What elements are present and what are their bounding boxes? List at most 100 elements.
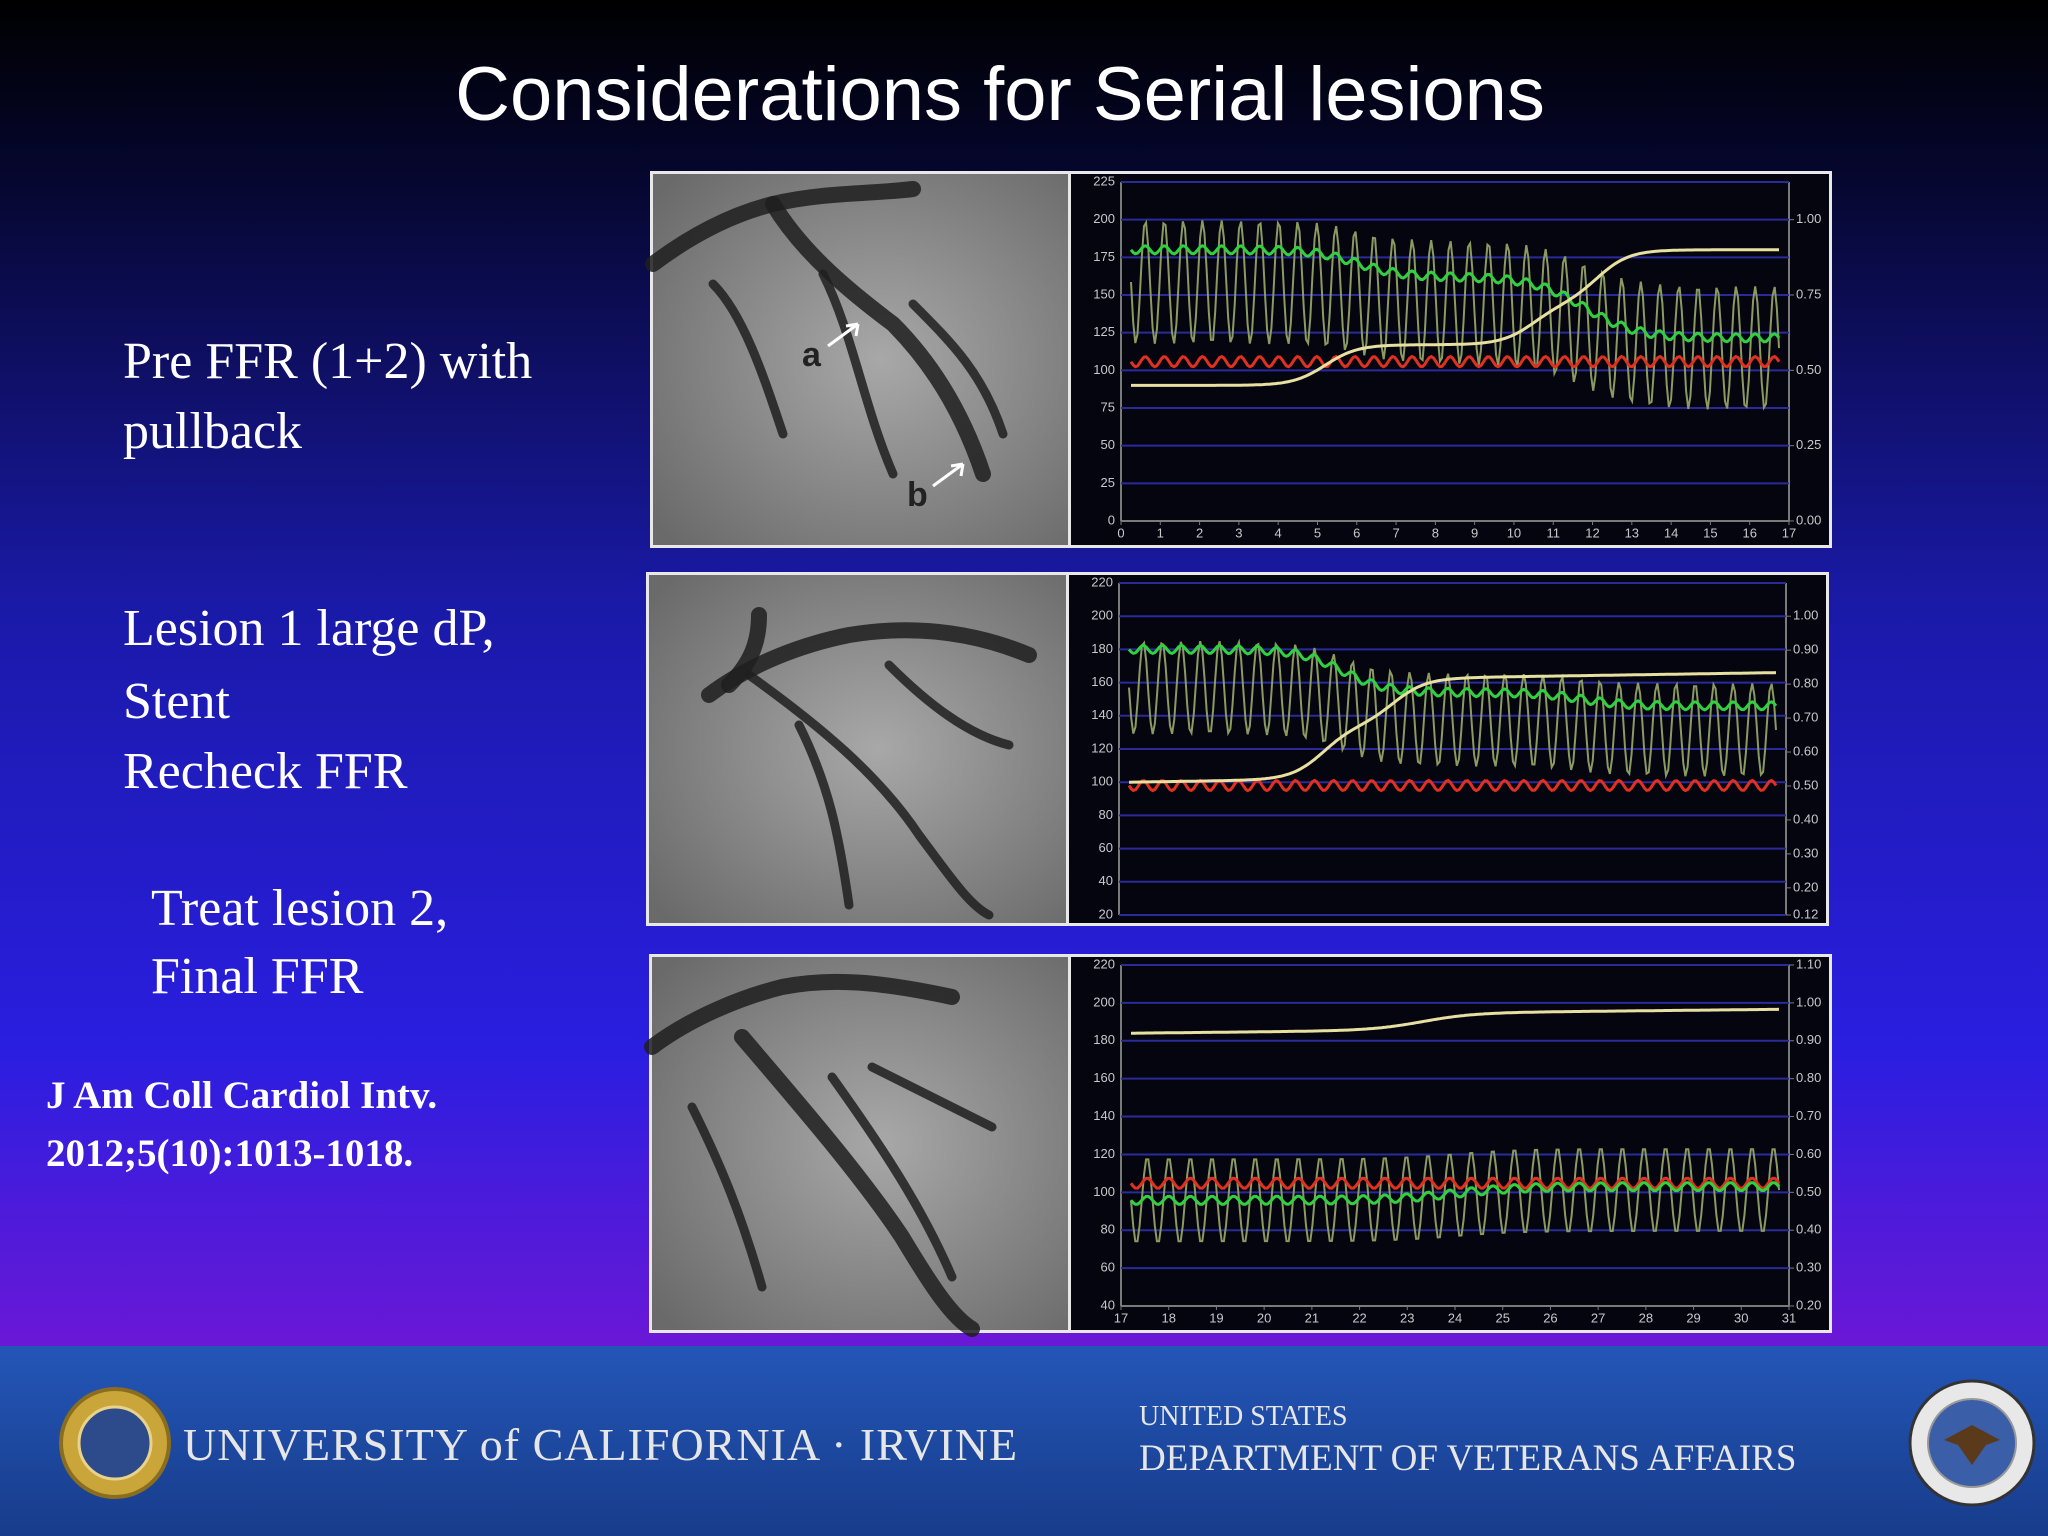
y2-tick-label: 0.90 [1796, 1032, 1821, 1047]
y-tick-label: 200 [1093, 994, 1115, 1009]
y-tick-label: 225 [1093, 173, 1115, 188]
vessel [734, 1029, 980, 1337]
y2-tick-label: 1.00 [1796, 994, 1821, 1009]
y2-tick-label: 0.25 [1796, 437, 1821, 452]
y-tick-label: 0 [1108, 512, 1115, 527]
y-tick-label: 60 [1101, 1260, 1115, 1275]
y-tick-label: 140 [1093, 1108, 1115, 1123]
angiogram [652, 957, 1068, 1330]
footer-band [0, 1346, 2048, 1536]
vessel [827, 1072, 957, 1282]
y-tick-label: 175 [1093, 249, 1115, 264]
trace-distal [1129, 244, 1781, 344]
y-tick-label: 220 [1091, 574, 1113, 589]
angiogram-label: a [802, 336, 822, 374]
trace-phasic [1130, 219, 1780, 411]
y2-tick-label: 0.50 [1793, 777, 1818, 792]
uci-logo: UNIVERSITY of CALIFORNIA · IRVINE [59, 1387, 1018, 1499]
x-tick-label: 16 [1742, 525, 1756, 540]
x-tick-label: 0 [1117, 525, 1124, 540]
y-tick-label: 200 [1093, 211, 1115, 226]
x-tick-label: 5 [1314, 525, 1321, 540]
y-tick-label: 50 [1101, 437, 1115, 452]
vessel [744, 670, 994, 920]
y2-tick-label: 0.30 [1793, 845, 1818, 860]
vessel [721, 607, 767, 693]
x-tick-label: 14 [1664, 525, 1678, 540]
y2-tick-label: 0.20 [1793, 879, 1818, 894]
x-tick-label: 10 [1507, 525, 1521, 540]
y2-tick-label: 0.75 [1796, 286, 1821, 301]
x-tick-label: 31 [1782, 1310, 1796, 1325]
y2-tick-label: 0.30 [1796, 1260, 1821, 1275]
trace-aortic [1129, 1176, 1781, 1190]
trace-ffr [1131, 248, 1779, 387]
x-tick-label: 17 [1782, 525, 1796, 540]
x-tick-label: 18 [1161, 1310, 1175, 1325]
y-tick-label: 25 [1101, 475, 1115, 490]
y2-tick-label: 0.60 [1793, 743, 1818, 758]
step-text: Recheck FFR [123, 743, 408, 800]
y2-tick-label: 0.90 [1793, 642, 1818, 657]
university-name: UNIVERSITY of CALIFORNIA · IRVINE [183, 1419, 1018, 1470]
y-tick-label: 140 [1091, 707, 1113, 722]
slide-title: Considerations for Serial lesions [455, 52, 1545, 137]
figure-panel: ab02550751001251501752002250.000.250.500… [645, 171, 1832, 548]
trace-distal [1129, 1181, 1781, 1206]
vessel [884, 660, 1014, 750]
vessel [644, 973, 960, 1055]
y-tick-label: 40 [1099, 873, 1113, 888]
va-eagle [1944, 1425, 2000, 1465]
x-tick-label: 20 [1257, 1310, 1271, 1325]
vessel [867, 1062, 997, 1132]
y2-tick-label: 0.00 [1796, 512, 1821, 527]
x-tick-label: 4 [1275, 525, 1282, 540]
y2-tick-label: 0.40 [1793, 811, 1818, 826]
uci-seal-inner [77, 1405, 153, 1481]
y-tick-label: 180 [1093, 1032, 1115, 1047]
citation: J Am Coll Cardiol Intv. [46, 1074, 437, 1117]
y-tick-label: 150 [1093, 286, 1115, 301]
y-tick-label: 200 [1091, 608, 1113, 623]
x-tick-label: 3 [1235, 525, 1242, 540]
x-tick-label: 29 [1686, 1310, 1700, 1325]
y2-tick-label: 1.00 [1796, 211, 1821, 226]
angiogram-label: b [907, 476, 928, 514]
y2-tick-label: 0.80 [1796, 1070, 1821, 1085]
trace-ffr [1131, 1007, 1780, 1035]
y2-tick-label: 1.00 [1793, 608, 1818, 623]
y-tick-label: 20 [1099, 906, 1113, 921]
y2-tick-label: 0.70 [1796, 1108, 1821, 1123]
y-tick-label: 125 [1093, 324, 1115, 339]
y2-tick-label: 0.12 [1793, 906, 1818, 921]
trace-ffr [1129, 671, 1777, 784]
x-tick-label: 23 [1400, 1310, 1414, 1325]
y-tick-label: 180 [1091, 641, 1113, 656]
va-logo: UNITED STATES DEPARTMENT OF VETERANS AFF… [1139, 1379, 2036, 1507]
step-text: Lesion 1 large dP, [123, 600, 495, 657]
trace-distal [1127, 643, 1778, 712]
va-line: UNITED STATES [1139, 1401, 1348, 1432]
y-tick-label: 100 [1091, 774, 1113, 789]
vessel [818, 269, 898, 479]
y-tick-label: 80 [1099, 807, 1113, 822]
y-tick-label: 75 [1101, 399, 1115, 414]
y2-tick-label: 0.70 [1793, 710, 1818, 725]
angiogram [653, 174, 1068, 545]
x-tick-label: 12 [1585, 525, 1599, 540]
trace-aortic [1129, 354, 1781, 369]
va-line: DEPARTMENT OF VETERANS AFFAIRS [1139, 1438, 1796, 1479]
y-tick-label: 160 [1091, 674, 1113, 689]
step-text: Treat lesion 2, [151, 880, 448, 937]
x-tick-label: 22 [1352, 1310, 1366, 1325]
y2-tick-label: 1.10 [1796, 956, 1821, 971]
vessel [908, 299, 1008, 439]
x-tick-label: 8 [1432, 525, 1439, 540]
x-tick-label: 2 [1196, 525, 1203, 540]
y-tick-label: 40 [1101, 1297, 1115, 1312]
x-tick-label: 25 [1495, 1310, 1509, 1325]
x-tick-label: 17 [1114, 1310, 1128, 1325]
y2-tick-label: 0.20 [1796, 1297, 1821, 1312]
